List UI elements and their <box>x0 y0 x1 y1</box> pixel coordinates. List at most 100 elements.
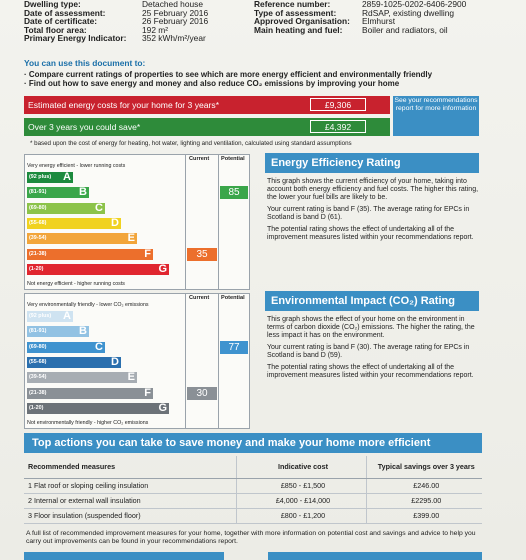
detail-row: Main heating and fuel: Boiler and radiato… <box>254 24 448 35</box>
band-f: (21-38) F <box>27 247 153 260</box>
bottom-note: Not energy efficient - higher running co… <box>27 281 125 287</box>
band-letter: F <box>144 386 151 399</box>
band-d: (55-68) D <box>27 355 121 368</box>
band-range: (81-91) <box>29 189 47 196</box>
band-range: (21-38) <box>29 250 47 257</box>
detail-row: Reference number: 2859-1025-0202-6406-290… <box>254 0 467 9</box>
column-divider <box>218 155 219 289</box>
recommended-measures-table: Recommended measures Indicative cost Typ… <box>24 456 482 524</box>
measure-cell: 2 Internal or external wall insulation <box>24 493 236 509</box>
band-letter: B <box>79 186 87 199</box>
band-a: (92 plus) A <box>27 171 73 183</box>
saving-cell: £2295.00 <box>365 493 482 509</box>
see-recommendations-box: See your recommendations report for more… <box>393 96 479 136</box>
detail-row: Type of assessment: RdSAP, existing dwell… <box>254 7 455 18</box>
band-g: (1-20) G <box>27 401 169 414</box>
property-details: Dwelling type: Detached house Date of ass… <box>24 0 208 43</box>
band-f: (21-38) F <box>27 386 153 399</box>
paragraph: Your current rating is band F (30). The … <box>267 344 470 359</box>
band-c: (69-80) C <box>27 340 105 353</box>
band-range: (55-68) <box>29 358 47 365</box>
measure-cell: 3 Floor insulation (suspended floor) <box>24 508 236 524</box>
potential-column-header: Potential <box>221 156 245 162</box>
top-note: Very energy efficient - lower running co… <box>27 163 126 169</box>
estimated-cost-label: Estimated energy costs for your home for… <box>28 100 220 110</box>
current-column-header: Current <box>189 156 210 162</box>
band-letter: C <box>95 201 103 214</box>
column-divider <box>218 294 219 428</box>
detail-row: Total floor area: 192 m² <box>24 24 169 35</box>
estimated-cost-value: £9,306 <box>310 98 366 111</box>
energy-section-title: Energy Efficiency Rating <box>265 153 479 173</box>
environmental-impact-chart: Current Potential Very environmentally f… <box>24 293 250 429</box>
band-letter: D <box>111 355 119 368</box>
table-row: 1 Flat roof or sloping ceiling insulatio… <box>24 478 482 494</box>
paragraph: The potential rating shows the effect of… <box>267 364 474 379</box>
band-range: (1-20) <box>29 265 44 272</box>
current-rating-arrow: 35 <box>187 247 217 261</box>
band-range: (81-91) <box>29 328 47 335</box>
current-rating-arrow: 30 <box>187 386 217 400</box>
band-b: (81-91) B <box>27 186 89 199</box>
usage-bullets: · Compare current ratings of properties … <box>24 70 504 88</box>
measure-column-header: Recommended measures <box>24 456 236 479</box>
top-actions-title: Top actions you can take to save money a… <box>24 433 482 453</box>
cost-column-header: Indicative cost <box>235 456 366 479</box>
table-row: 2 Internal or external wall insulation £… <box>24 493 482 509</box>
band-letter: G <box>158 401 167 414</box>
footer-strip <box>24 552 224 560</box>
paragraph: This graph shows the current efficiency … <box>267 178 479 201</box>
band-range: (55-68) <box>29 219 47 226</box>
potential-rating-arrow: 85 <box>220 186 248 200</box>
table-header-row: Recommended measures Indicative cost Typ… <box>24 456 482 479</box>
band-letter: D <box>111 216 119 229</box>
bullet-item: · Find out how to save energy and money … <box>24 79 400 88</box>
band-c: (69-80) C <box>27 201 105 214</box>
band-range: (39-54) <box>29 235 47 242</box>
band-letter: A <box>63 310 71 322</box>
band-letter: C <box>95 340 103 353</box>
band-letter: B <box>79 325 87 338</box>
band-range: (1-20) <box>29 404 44 411</box>
band-letter: A <box>63 171 71 183</box>
band-letter: E <box>127 232 135 245</box>
paragraph: The potential rating shows the effect of… <box>267 226 474 241</box>
cost-cell: £800 - £1,200 <box>235 508 366 524</box>
energy-efficiency-chart: Current Potential Very energy efficient … <box>24 154 250 290</box>
band-letter: F <box>144 247 151 260</box>
recommendations-footnote: A full list of recommended improvement m… <box>26 530 476 546</box>
band-b: (81-91) B <box>27 325 89 338</box>
band-e: (39-54) E <box>27 371 137 384</box>
saving-value: £4,392 <box>310 120 366 133</box>
band-g: (1-20) G <box>27 262 169 275</box>
table-row: 3 Floor insulation (suspended floor) £80… <box>24 508 482 524</box>
cost-basis-note: * based upon the cost of energy for heat… <box>30 140 352 147</box>
band-range: (69-80) <box>29 204 47 211</box>
potential-rating-arrow: 77 <box>220 340 248 354</box>
band-range: (69-80) <box>29 343 47 350</box>
footer-strip <box>268 552 482 560</box>
band-letter: E <box>127 371 135 384</box>
energy-description: This graph shows the current efficiency … <box>267 178 483 246</box>
band-range: (21-38) <box>29 389 47 396</box>
measure-cell: 1 Flat roof or sloping ceiling insulatio… <box>24 478 236 494</box>
environment-section-title: Environmental Impact (CO₂) Rating <box>265 291 479 311</box>
column-divider <box>185 155 186 289</box>
bottom-note: Not environmentally friendly - higher CO… <box>27 420 149 426</box>
paragraph: This graph shows the effect of your home… <box>267 316 475 339</box>
cost-cell: £4,000 - £14,000 <box>235 493 366 509</box>
current-column-header: Current <box>189 295 210 301</box>
detail-row: Date of certificate: 26 February 2016 <box>24 16 209 27</box>
band-range: (39-54) <box>29 374 47 381</box>
estimated-cost-bar: Estimated energy costs for your home for… <box>24 96 390 114</box>
band-range: (92 plus) <box>29 174 52 180</box>
detail-row: Dwelling type: Detached house <box>24 0 203 9</box>
saving-cell: £246.00 <box>365 478 482 494</box>
detail-row: Approved Organisation: Elmhurst <box>254 16 396 27</box>
detail-row: Date of assessment: 25 February 2016 <box>24 7 209 18</box>
band-letter: G <box>158 262 167 275</box>
saving-label: Over 3 years you could save* <box>28 122 141 132</box>
detail-row: Primary Energy Indicator: 352 kWh/m²/year <box>24 33 206 44</box>
saving-cell: £399.00 <box>365 508 482 524</box>
